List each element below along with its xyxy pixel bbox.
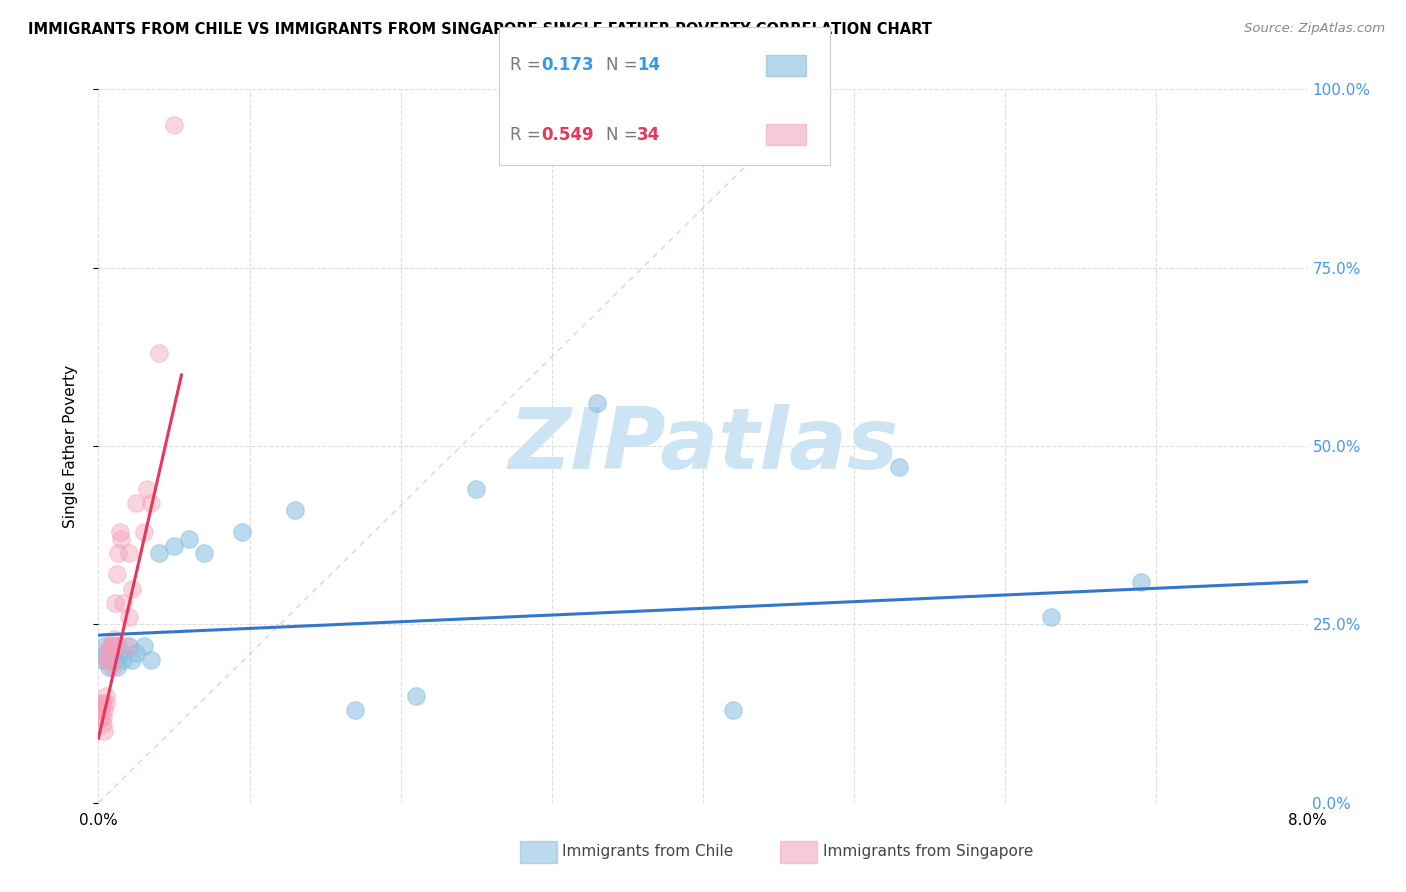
Point <box>118 610 141 624</box>
Point <box>889 460 911 475</box>
Point <box>110 532 132 546</box>
Point <box>121 582 143 596</box>
Point <box>148 346 170 360</box>
Point <box>114 639 136 653</box>
Point <box>344 703 367 717</box>
Point <box>1039 610 1062 624</box>
Text: Immigrants from Singapore: Immigrants from Singapore <box>823 845 1033 859</box>
Point <box>98 653 121 667</box>
Point <box>125 646 148 660</box>
Point <box>193 546 215 560</box>
Point <box>465 482 488 496</box>
Point <box>96 653 118 667</box>
Point <box>89 696 111 710</box>
Text: R =: R = <box>510 126 547 144</box>
Text: Immigrants from Chile: Immigrants from Chile <box>562 845 734 859</box>
Point <box>91 696 114 710</box>
Point <box>103 639 125 653</box>
Point <box>91 653 114 667</box>
Point <box>98 639 121 653</box>
Point <box>91 710 114 724</box>
Text: R =: R = <box>510 56 547 74</box>
Point <box>141 653 163 667</box>
Point <box>135 482 157 496</box>
Point <box>132 524 155 539</box>
Point <box>284 503 307 517</box>
Point <box>93 703 115 717</box>
Point <box>100 646 122 660</box>
Point <box>90 710 112 724</box>
Text: 14: 14 <box>637 56 659 74</box>
Point <box>125 496 148 510</box>
Point <box>108 524 131 539</box>
Point <box>163 118 186 132</box>
Point <box>111 653 134 667</box>
Point <box>96 646 118 660</box>
Text: N =: N = <box>606 56 643 74</box>
Point <box>231 524 253 539</box>
Text: 34: 34 <box>637 126 661 144</box>
Point <box>96 653 118 667</box>
Point <box>141 496 163 510</box>
Point <box>118 639 141 653</box>
Point <box>94 696 117 710</box>
Text: Source: ZipAtlas.com: Source: ZipAtlas.com <box>1244 22 1385 36</box>
Point <box>103 646 125 660</box>
Point <box>179 532 201 546</box>
Point <box>91 717 114 731</box>
Point <box>101 639 124 653</box>
Point <box>163 539 186 553</box>
Point <box>148 546 170 560</box>
Text: IMMIGRANTS FROM CHILE VS IMMIGRANTS FROM SINGAPORE SINGLE FATHER POVERTY CORRELA: IMMIGRANTS FROM CHILE VS IMMIGRANTS FROM… <box>28 22 932 37</box>
Point <box>586 396 609 410</box>
Point <box>105 660 128 674</box>
Point <box>105 567 128 582</box>
Point <box>94 689 117 703</box>
Point <box>100 639 122 653</box>
Y-axis label: Single Father Poverty: Single Father Poverty <box>63 365 77 527</box>
Point <box>90 703 112 717</box>
Point <box>118 546 141 560</box>
Point <box>104 596 127 610</box>
Point <box>98 660 121 674</box>
Text: 0.173: 0.173 <box>541 56 593 74</box>
Text: ZIPatlas: ZIPatlas <box>508 404 898 488</box>
Text: N =: N = <box>606 126 643 144</box>
Point <box>104 653 127 667</box>
Point <box>405 689 427 703</box>
Point <box>93 639 115 653</box>
Point <box>101 660 124 674</box>
Point <box>93 724 115 739</box>
Point <box>132 639 155 653</box>
Text: 0.549: 0.549 <box>541 126 593 144</box>
Point <box>1130 574 1153 589</box>
Point <box>723 703 745 717</box>
Point <box>121 653 143 667</box>
Point <box>94 646 117 660</box>
Point <box>107 546 129 560</box>
Point <box>103 632 125 646</box>
Point <box>111 596 134 610</box>
Point <box>110 646 132 660</box>
Point <box>107 639 129 653</box>
